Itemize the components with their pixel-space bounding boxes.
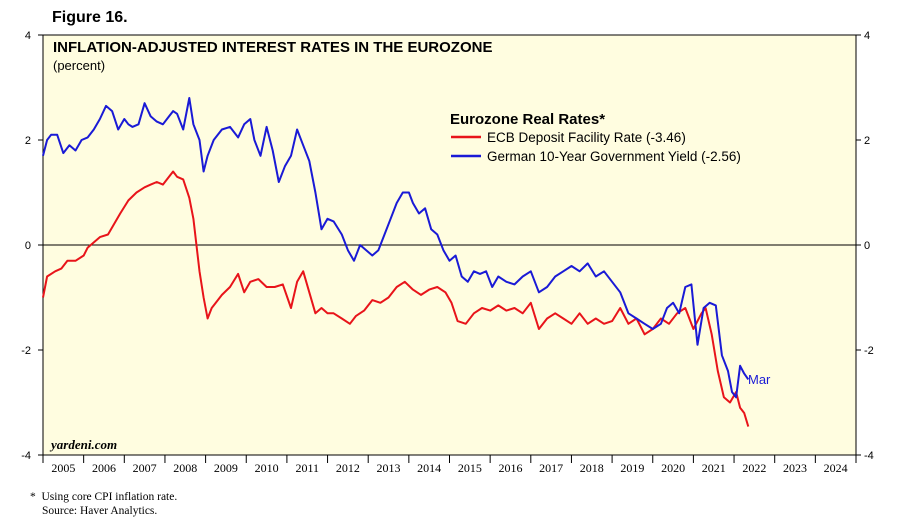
x-tick-label: 2022 <box>742 461 766 475</box>
x-tick-label: 2011 <box>295 461 319 475</box>
x-tick-label: 2017 <box>539 461 563 475</box>
x-tick-label: 2016 <box>498 461 522 475</box>
footnote-line-2: Source: Haver Analytics. <box>42 505 158 517</box>
x-tick-label: 2007 <box>133 461 157 475</box>
y-tick-label-right: -2 <box>864 345 874 357</box>
x-tick-label: 2010 <box>255 461 279 475</box>
footnote-line-1: * Using core CPI inflation rate. <box>30 491 178 503</box>
x-tick-label: 2015 <box>458 461 482 475</box>
series-group <box>42 97 750 427</box>
axis-ticks: 4 4 2 2 0 0 -2 -2 -4 -4 2005 2006 2007 2008 2009 2010 20… <box>21 30 874 475</box>
x-tick-label: 2021 <box>702 461 726 475</box>
x-tick-label: 2012 <box>336 461 360 475</box>
x-tick-label: 2023 <box>783 461 807 475</box>
y-tick-label-left: -2 <box>21 345 31 357</box>
y-tick-label-left: -4 <box>21 450 31 462</box>
x-tick-label: 2005 <box>51 461 75 475</box>
series-line-ecb <box>42 170 750 427</box>
y-tick-label-right: 0 <box>864 240 870 252</box>
series-line-german <box>42 97 750 399</box>
chart-subtitle: (percent) <box>53 58 105 73</box>
x-tick-label: 2020 <box>661 461 685 475</box>
x-tick-label: 2006 <box>92 461 116 475</box>
yardeni-watermark: yardeni.com <box>49 437 117 452</box>
y-tick-label-right: 2 <box>864 135 870 147</box>
x-tick-label: 2013 <box>377 461 401 475</box>
x-tick-label: 2018 <box>580 461 604 475</box>
legend-label-german: German 10-Year Government Yield (-2.56) <box>487 149 741 164</box>
chart-title: INFLATION-ADJUSTED INTEREST RATES IN THE… <box>53 39 492 56</box>
y-tick-label-right: 4 <box>864 30 870 42</box>
x-tick-label: 2014 <box>417 461 441 475</box>
x-tick-label: 2019 <box>620 461 644 475</box>
legend-title: Eurozone Real Rates* <box>450 111 605 128</box>
y-tick-label-left: 2 <box>25 135 31 147</box>
mar-annotation: Mar <box>748 372 771 387</box>
y-tick-label-left: 4 <box>25 30 31 42</box>
y-tick-label-left: 0 <box>25 240 31 252</box>
footnote: * Using core CPI inflation rate. Source:… <box>30 490 177 518</box>
legend-label-ecb: ECB Deposit Facility Rate (-3.46) <box>487 130 686 145</box>
y-tick-label-right: -4 <box>864 450 874 462</box>
x-tick-label: 2024 <box>824 461 848 475</box>
figure-label: Figure 16. <box>52 9 128 26</box>
x-tick-label: 2008 <box>173 461 197 475</box>
x-tick-label: 2009 <box>214 461 238 475</box>
